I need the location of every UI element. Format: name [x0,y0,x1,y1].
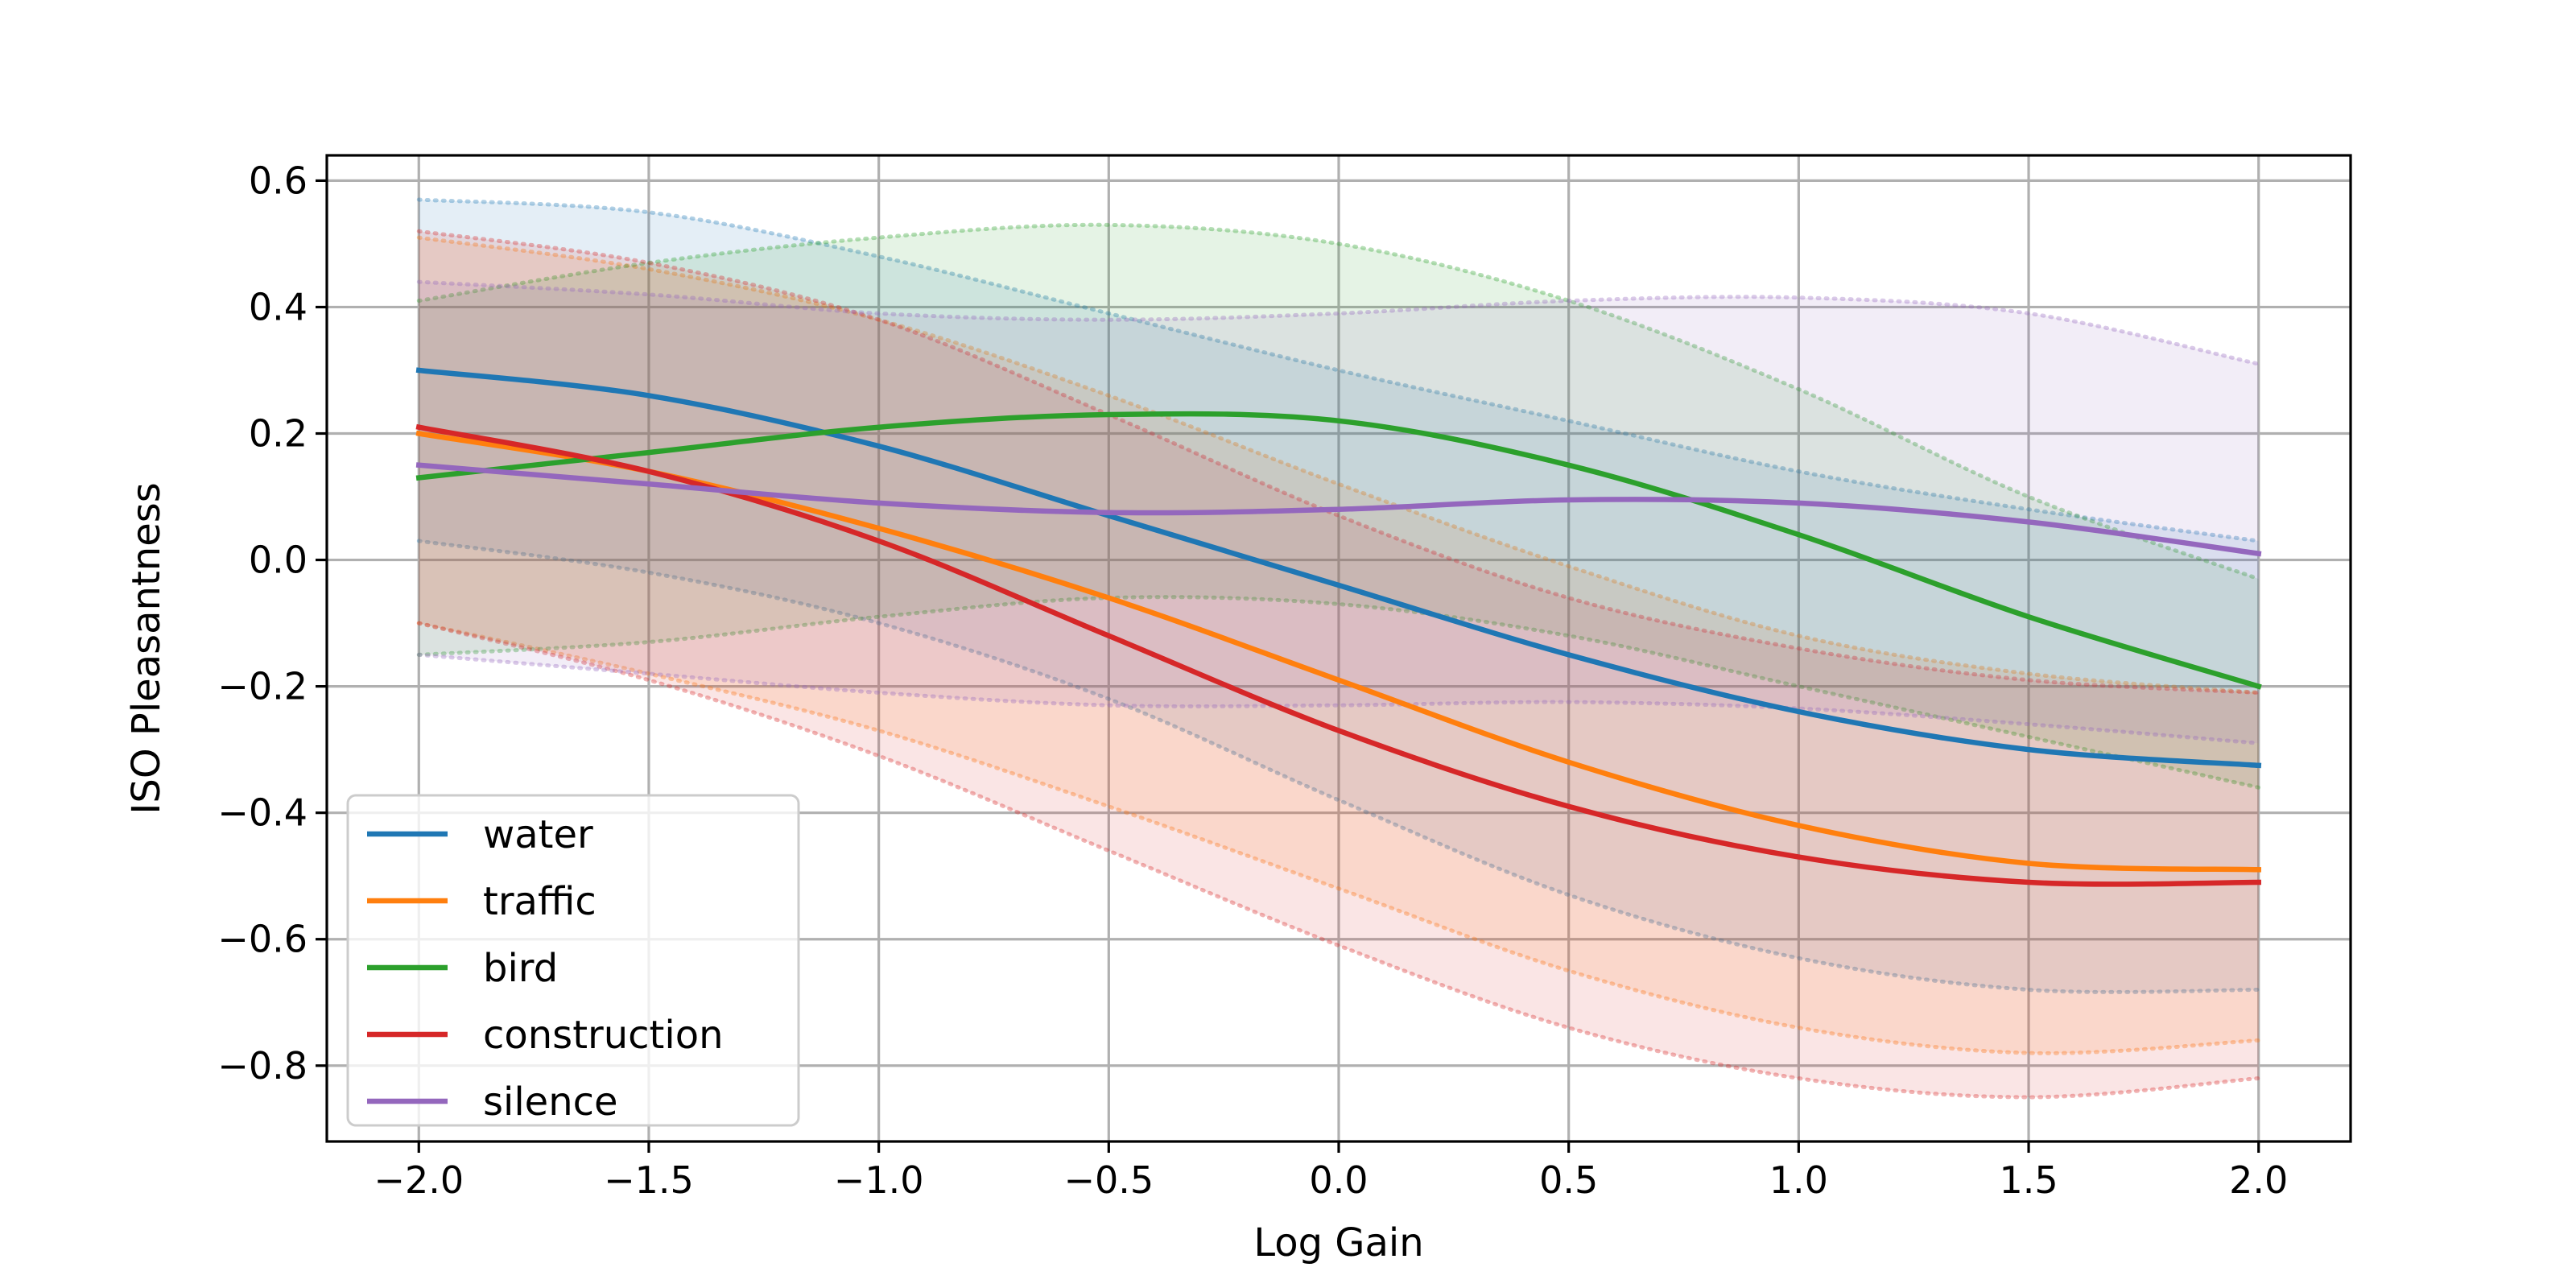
x-tick-label-3: −0.5 [1063,1158,1154,1202]
legend: water traffic bird construction silence [346,794,800,1127]
legend-label-silence: silence [483,1080,618,1125]
band-lower-water [416,539,2261,994]
legend-label-construction: construction [483,1013,724,1058]
band-lower-silence [416,652,2261,745]
series-line-traffic [415,430,2262,873]
series-line-bird [415,411,2262,690]
band-bird [419,225,2259,788]
legend-label-traffic: traffic [483,879,597,924]
x-tick-label-4: 0.0 [1309,1158,1368,1202]
y-tick-label-4: 0.0 [249,539,308,582]
legend-box [346,794,800,1127]
y-tick-label-5: 0.2 [249,412,308,456]
x-tick-label-7: 1.5 [1999,1158,2058,1202]
band-traffic [419,237,2259,1054]
band-upper-bird [416,222,2261,581]
y-tick-label-0: −0.8 [217,1044,308,1088]
series-line-silence [415,462,2262,557]
y-tick-label-2: −0.4 [217,791,308,835]
y-tick-label-1: −0.6 [217,918,308,961]
x-tick-label-0: −2.0 [374,1158,464,1202]
confidence-bands [416,197,2261,1100]
x-tick-label-8: 2.0 [2229,1158,2288,1202]
band-upper-silence [416,279,2261,366]
legend-label-water: water [483,812,593,857]
x-tick-label-6: 1.0 [1769,1158,1828,1202]
band-upper-water [416,197,2261,543]
y-axis-ticks: −0.8 −0.6 −0.4 −0.2 0.0 0.2 0.4 0.6 [217,159,327,1088]
band-water [419,200,2259,993]
y-tick-label-7: 0.6 [249,159,308,202]
series-lines [415,367,2262,887]
x-axis-ticks: −2.0 −1.5 −1.0 −0.5 0.0 0.5 1.0 1.5 2.0 [374,1141,2288,1202]
y-axis-label: ISO Pleasantness [124,482,169,815]
band-silence [419,282,2259,744]
x-tick-label-1: −1.5 [604,1158,694,1202]
band-upper-construction [416,229,2261,695]
band-lower-bird [416,595,2261,790]
x-tick-label-2: −1.0 [834,1158,924,1202]
band-lower-construction [416,621,2261,1100]
y-tick-label-6: 0.4 [249,285,308,328]
y-tick-label-3: −0.2 [217,665,308,708]
legend-label-bird: bird [483,946,558,991]
band-lower-traffic [416,621,2261,1055]
band-upper-traffic [416,235,2261,695]
x-axis-label: Log Gain [1253,1220,1423,1265]
series-line-water [415,367,2262,769]
grid [327,155,2351,1141]
x-tick-label-5: 0.5 [1539,1158,1598,1202]
